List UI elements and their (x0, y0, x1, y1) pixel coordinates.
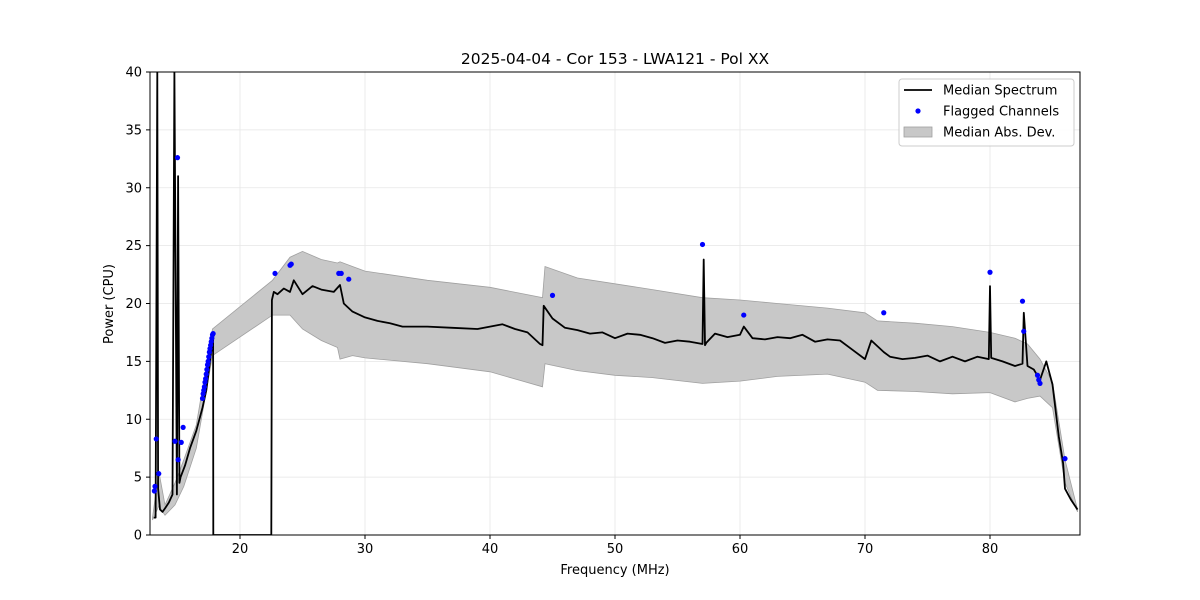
y-tick-label: 35 (125, 123, 142, 138)
legend-box (898, 78, 1075, 147)
flagged-channel-point (153, 436, 159, 442)
flagged-channel-point (180, 424, 186, 430)
y-axis-label: Power (CPU) (102, 264, 117, 344)
y-tick-label: 20 (125, 297, 142, 312)
flagged-channel-point (201, 384, 207, 390)
flagged-channel-point (1034, 372, 1041, 378)
flagged-channel-point (203, 376, 209, 382)
y-tick-label: 0 (134, 529, 142, 544)
flagged-channel-point (203, 371, 209, 377)
legend-mad-swatch (903, 126, 933, 138)
mad-band (152, 250, 1078, 521)
flagged-channel-point (881, 310, 887, 316)
flagged-channel-point (1021, 328, 1027, 334)
flagged-channel-point (172, 438, 178, 444)
y-tick-label: 40 (125, 66, 142, 81)
legend-label: Median Spectrum (943, 84, 1057, 99)
flagged-channel-point (987, 269, 993, 275)
flagged-channel-point (338, 270, 344, 277)
x-tick-label: 80 (982, 542, 999, 557)
y-tick-label: 25 (125, 239, 142, 254)
x-tick-label: 40 (482, 542, 499, 557)
x-axis-label: Frequency (MHz) (560, 563, 669, 578)
flagged-channel-point (1037, 380, 1043, 386)
x-tick-label: 60 (732, 542, 749, 557)
x-tick-label: 20 (232, 542, 249, 557)
y-tick-label: 30 (125, 181, 142, 196)
flagged-channel-point (151, 488, 157, 494)
flagged-channel-point (699, 241, 706, 248)
legend-label: Median Abs. Dev. (943, 126, 1055, 141)
flagged-channel-point (205, 358, 211, 364)
flagged-channel-point (346, 276, 352, 282)
chart-title: 2025-04-04 - Cor 153 - LWA121 - Pol XX (461, 50, 770, 68)
y-tick-label: 10 (125, 413, 142, 428)
x-tick-label: 70 (857, 542, 874, 557)
flagged-channel-point (1062, 456, 1068, 462)
flagged-channel-point (174, 155, 181, 161)
legend-flagged-swatch (915, 108, 921, 114)
legend-label: Flagged Channels (943, 105, 1059, 120)
flagged-channel-point (741, 312, 747, 318)
y-tick-label: 15 (125, 355, 142, 370)
flagged-channel-point (272, 270, 278, 277)
plot-area: 20 30 40 50 60 70 80 0 5 10 15 20 25 30 35 40 (125, 66, 1081, 557)
flagged-channel-point (152, 483, 158, 489)
flagged-channel-point (1019, 298, 1026, 304)
flagged-channel-point (206, 354, 212, 360)
median-spectrum-line (153, 72, 1079, 535)
flagged-channel-point (199, 395, 206, 402)
legend: Median Spectrum Flagged Channels Median Ab… (898, 78, 1075, 147)
flagged-channel-point (204, 366, 210, 373)
flagged-channel-point (288, 261, 294, 267)
x-tick-label: 30 (357, 542, 374, 557)
flagged-channel-point (549, 292, 556, 298)
flagged-channel-point (210, 330, 216, 337)
x-tick-label: 50 (607, 542, 624, 557)
flagged-channel-point (178, 439, 184, 445)
flagged-channel-point (156, 471, 162, 477)
flagged-channel-point (175, 457, 181, 463)
y-tick-label: 5 (134, 471, 142, 486)
